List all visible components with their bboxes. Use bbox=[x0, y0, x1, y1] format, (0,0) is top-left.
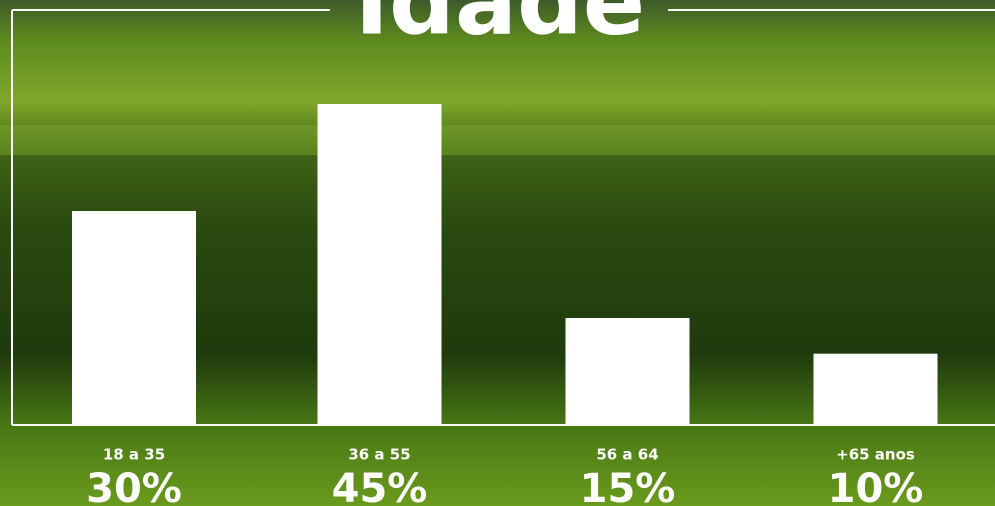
value-label: 10% bbox=[828, 466, 924, 506]
value-label: 45% bbox=[332, 466, 428, 506]
bar bbox=[318, 104, 442, 425]
bar bbox=[814, 354, 938, 425]
category-label: 36 a 55 bbox=[348, 446, 410, 464]
chart-title: Idade bbox=[355, 0, 645, 55]
bar bbox=[566, 318, 690, 425]
hedge-highlight bbox=[0, 125, 995, 155]
page: Idade 18 a 35 30% 36 a 55 45% 56 a 64 15% +65 … bbox=[0, 0, 995, 506]
chart: Idade 18 a 35 30% 36 a 55 45% 56 a 64 15% +65 … bbox=[0, 0, 995, 506]
value-label: 30% bbox=[86, 466, 182, 506]
value-label: 15% bbox=[580, 466, 676, 506]
bar bbox=[72, 211, 196, 425]
category-label: +65 anos bbox=[836, 446, 915, 464]
category-label: 18 a 35 bbox=[103, 446, 165, 464]
category-label: 56 a 64 bbox=[596, 446, 658, 464]
